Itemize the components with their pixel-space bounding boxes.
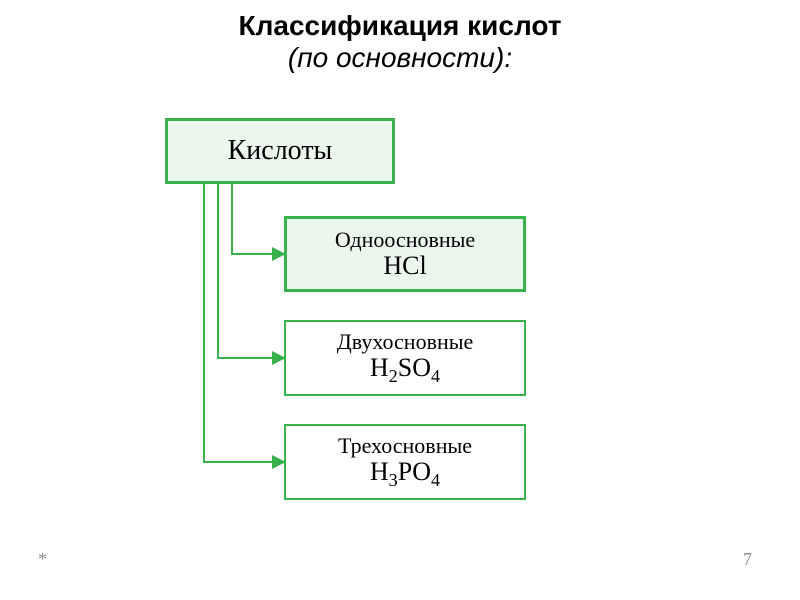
footer-page-number: 7 [743,549,752,570]
footer-star: * [38,549,47,570]
child1-formula: HCl [383,252,426,281]
diagram-child-box-3: Трехосновные H3PO4 [284,424,526,500]
child3-label: Трехосновные [338,434,472,458]
title-line2: (по основности): [0,42,800,74]
title-line1: Классификация кислот [0,10,800,42]
diagram-root-box: Кислоты [165,118,395,184]
child3-formula: H3PO4 [370,458,440,490]
page-title: Классификация кислот (по основности): [0,10,800,74]
child1-label: Одноосновные [335,228,475,252]
child2-label: Двухосновные [337,330,474,354]
diagram-connectors [0,0,800,600]
diagram-child-box-2: Двухосновные H2SO4 [284,320,526,396]
child2-formula: H2SO4 [370,354,440,386]
diagram-child-box-1: Одноосновные HCl [284,216,526,292]
root-label: Кислоты [228,136,333,167]
